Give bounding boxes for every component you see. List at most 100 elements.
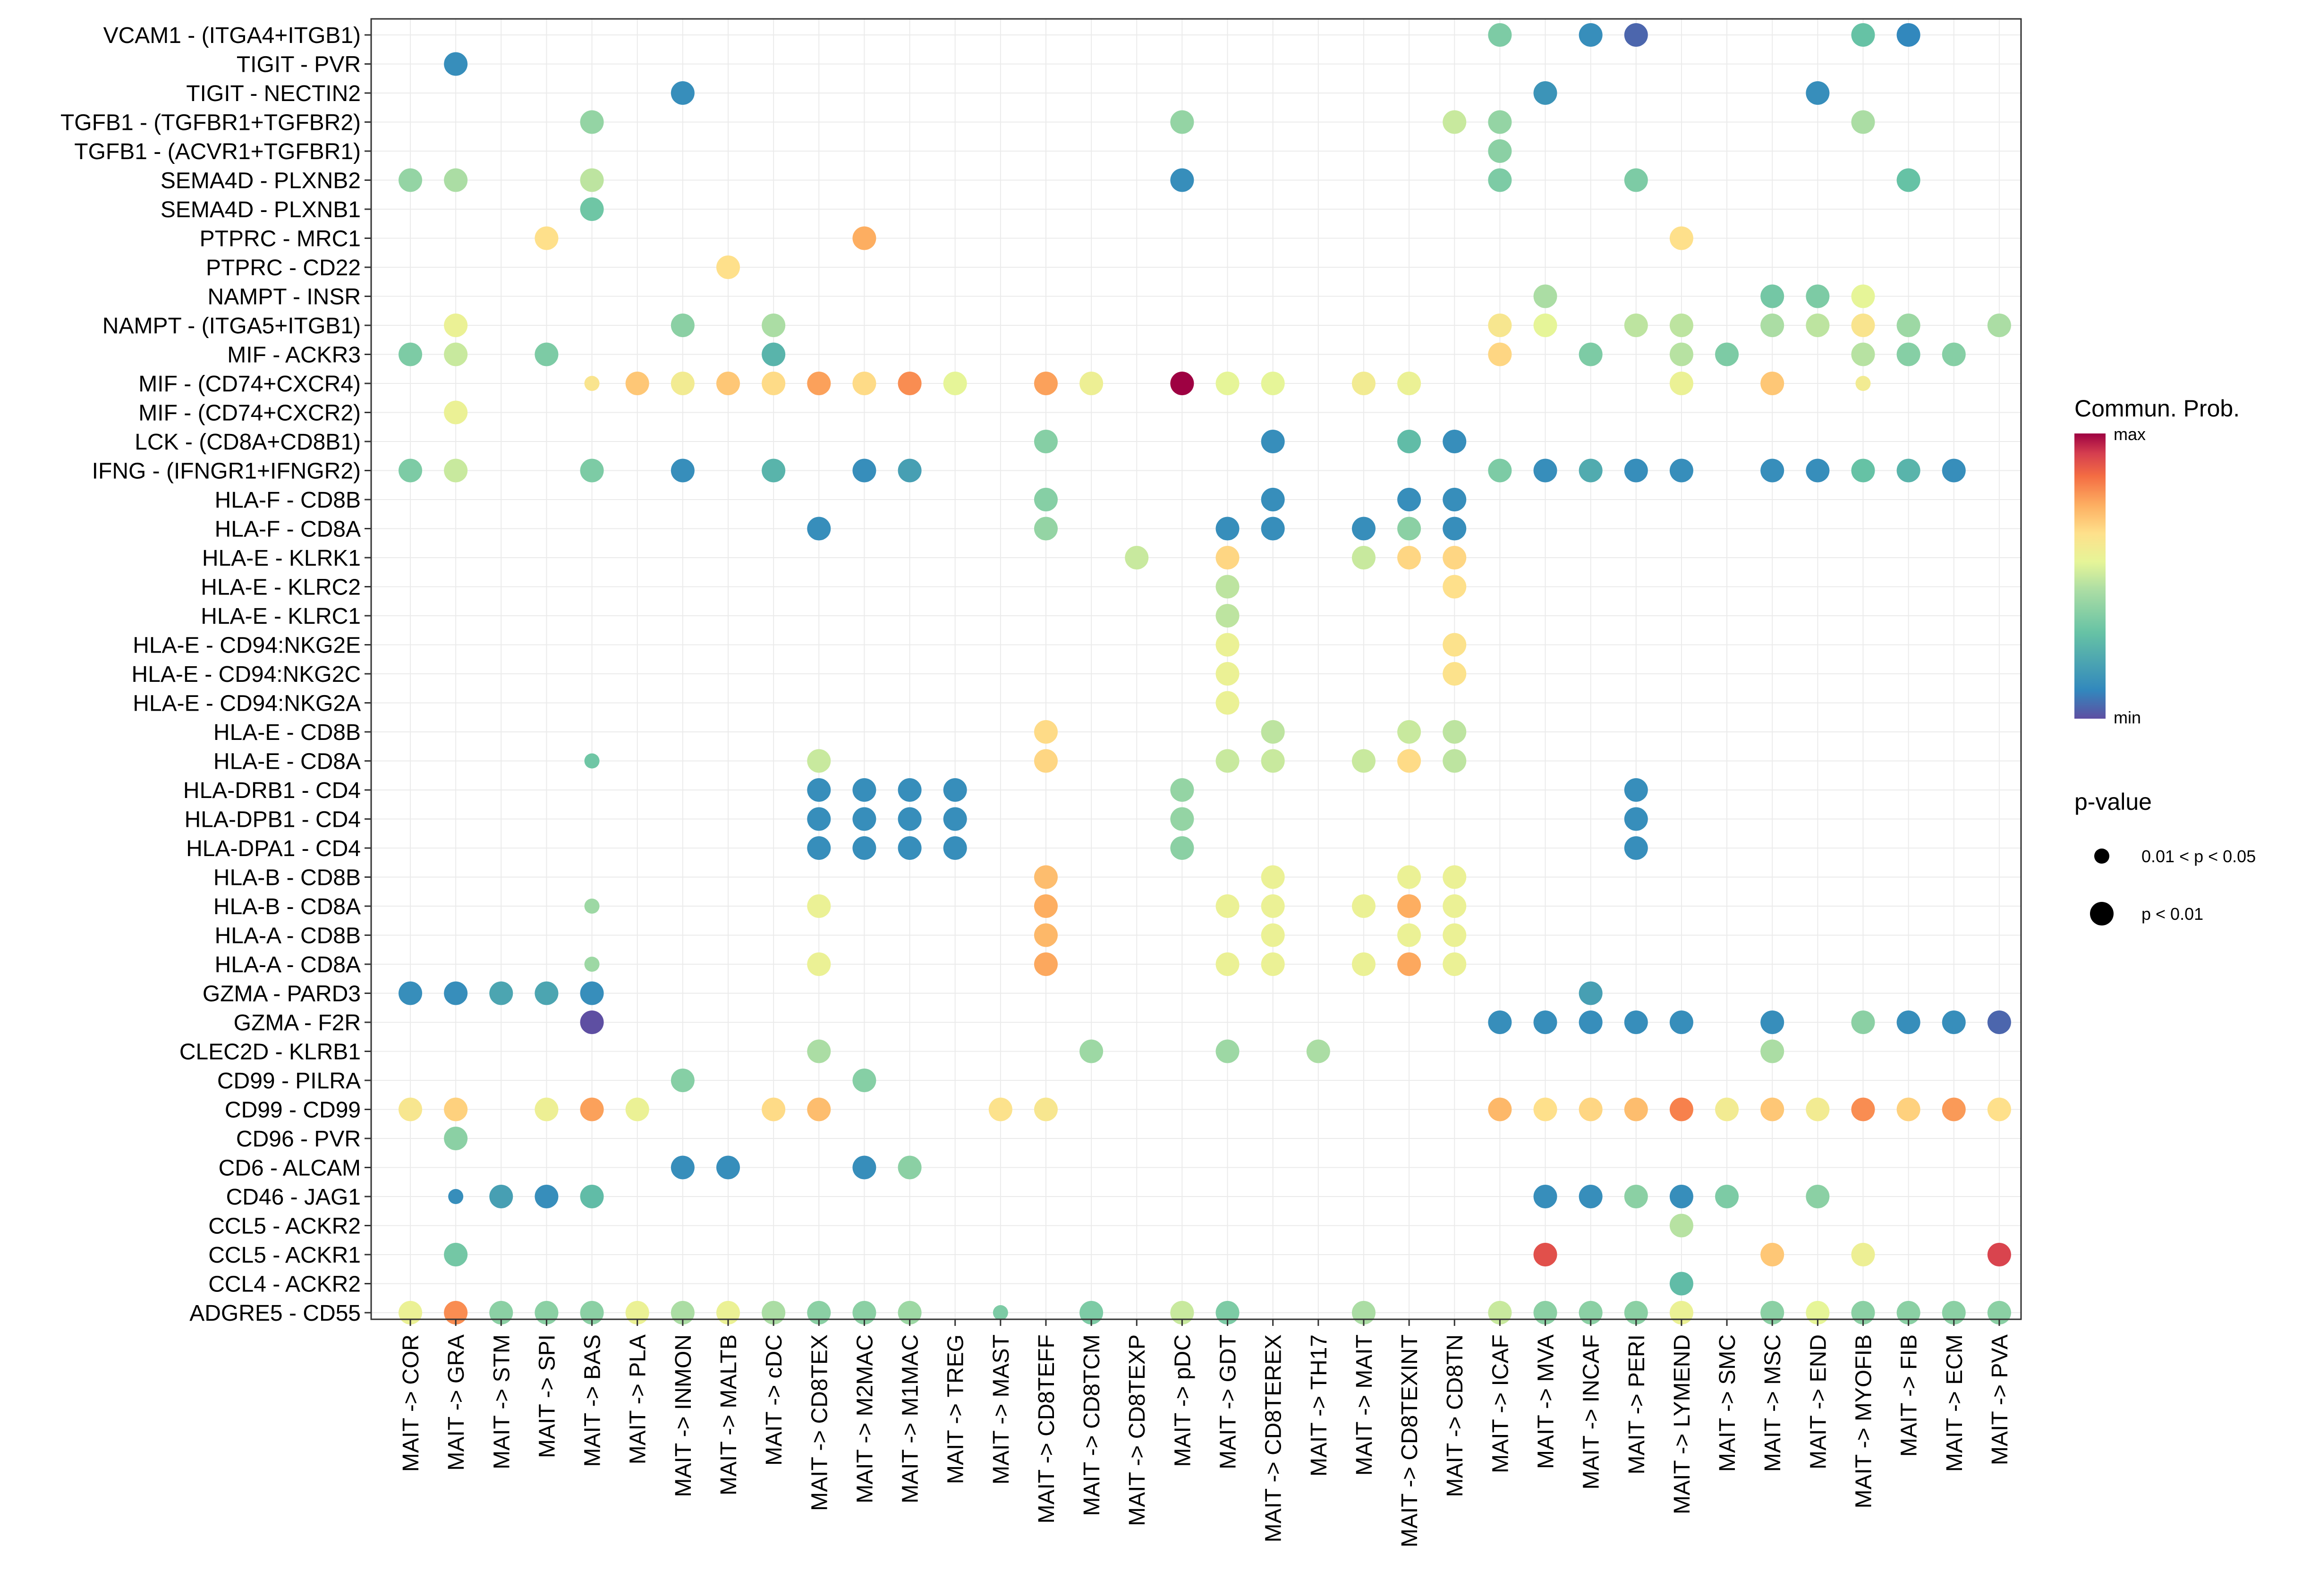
x-tick-label: MAIT -> MSC <box>1760 1334 1785 1472</box>
y-tick-label: MIF - (CD74+CXCR2) <box>138 401 361 426</box>
data-point <box>1942 1097 1966 1121</box>
data-point <box>1806 1185 1830 1208</box>
data-point <box>1806 284 1830 308</box>
data-point <box>444 458 468 483</box>
data-point <box>1851 458 1875 483</box>
data-point <box>807 517 831 541</box>
data-point <box>580 110 604 134</box>
colorbar-max-label: max <box>2114 424 2146 444</box>
data-point <box>671 372 695 395</box>
x-tick-label: MAIT -> CD8TCM <box>1079 1334 1104 1516</box>
data-point <box>1215 894 1240 918</box>
data-point <box>1488 110 1512 134</box>
data-point <box>1987 1243 2011 1266</box>
y-tick-label: HLA-B - CD8B <box>213 866 361 891</box>
data-point <box>1669 372 1693 395</box>
data-point <box>1170 778 1194 802</box>
data-point <box>1851 1010 1875 1034</box>
data-point <box>1443 952 1467 976</box>
data-point <box>535 1097 559 1121</box>
data-point <box>1669 1010 1693 1034</box>
data-point <box>1624 1185 1648 1208</box>
x-tick-label: MAIT -> CD8TEXP <box>1125 1334 1150 1526</box>
data-point <box>1806 1097 1830 1121</box>
data-point <box>1579 23 1603 47</box>
data-point <box>898 372 922 395</box>
data-point <box>1351 546 1376 569</box>
data-point <box>1079 372 1104 395</box>
x-tick-label: MAIT -> TREG <box>943 1334 968 1484</box>
y-tick-label: TGFB1 - (TGFBR1+TGFBR2) <box>60 110 361 136</box>
data-point <box>943 372 967 395</box>
data-point <box>1760 1243 1784 1266</box>
data-point <box>1488 458 1512 483</box>
y-tick-label: HLA-B - CD8A <box>213 894 361 919</box>
data-point <box>852 1155 876 1180</box>
y-tick-label: SEMA4D - PLXNB1 <box>161 197 361 222</box>
x-tick-label: MAIT -> CD8TN <box>1443 1334 1468 1497</box>
data-point <box>584 753 600 769</box>
data-point <box>993 1305 1008 1320</box>
data-point <box>444 168 468 192</box>
data-point <box>943 778 967 802</box>
data-point <box>1715 1185 1739 1208</box>
data-point <box>580 1097 604 1121</box>
x-tick-label: MAIT -> PERI <box>1624 1334 1649 1475</box>
data-point <box>1760 284 1784 308</box>
y-tick-label: HLA-E - CD94:NKG2E <box>133 633 361 658</box>
data-point <box>580 1185 604 1208</box>
data-point <box>1488 314 1512 337</box>
data-point <box>1624 1097 1648 1121</box>
data-point <box>1443 894 1467 918</box>
plot-panel-border <box>370 18 2022 1320</box>
x-tick-label: MAIT -> FIB <box>1897 1334 1922 1457</box>
data-point <box>1533 284 1557 308</box>
data-point <box>1306 1039 1330 1063</box>
x-tick-label: MAIT -> ICAF <box>1488 1334 1513 1473</box>
y-tick-label: CCL5 - ACKR1 <box>208 1243 361 1268</box>
data-point <box>1579 1097 1603 1121</box>
data-point <box>1624 168 1648 192</box>
data-point <box>1034 865 1058 889</box>
data-point <box>625 372 649 395</box>
data-point <box>1533 81 1557 105</box>
data-point <box>1034 1097 1058 1121</box>
y-tick-label: HLA-E - KLRC1 <box>201 604 361 629</box>
y-tick-label: HLA-E - CD94:NKG2A <box>133 691 361 716</box>
x-tick-label: MAIT -> SPI <box>535 1334 560 1458</box>
data-point <box>1579 458 1603 483</box>
data-point <box>671 458 695 483</box>
data-point <box>898 836 922 860</box>
x-tick-label: MAIT -> TH17 <box>1307 1334 1332 1477</box>
x-tick-label: MAIT -> END <box>1806 1334 1831 1469</box>
y-tick-label: MIF - ACKR3 <box>227 343 361 368</box>
data-point <box>1215 662 1240 686</box>
data-point <box>1987 314 2011 337</box>
data-point <box>762 314 786 337</box>
grid-lines <box>371 19 2021 1319</box>
data-point <box>1215 604 1240 628</box>
y-tick-label: CCL4 - ACKR2 <box>208 1272 361 1297</box>
data-point <box>1488 342 1512 366</box>
data-point <box>1488 1097 1512 1121</box>
data-point <box>1987 1097 2011 1121</box>
x-tick-label: MAIT -> ECM <box>1942 1334 1967 1472</box>
data-point <box>1443 633 1467 657</box>
data-point <box>1579 1185 1603 1208</box>
data-point <box>852 372 876 395</box>
data-point <box>1760 372 1784 395</box>
data-point <box>1669 1097 1693 1121</box>
data-point <box>1715 1097 1739 1121</box>
x-tick-label: MAIT -> MVA <box>1534 1334 1559 1469</box>
data-point <box>1760 314 1784 337</box>
data-point <box>1215 372 1240 395</box>
data-point <box>807 372 831 395</box>
data-point <box>1170 372 1194 395</box>
y-tick-label: PTPRC - CD22 <box>206 255 361 280</box>
data-point <box>1851 314 1875 337</box>
data-point <box>1215 691 1240 715</box>
data-point <box>1170 110 1194 134</box>
data-point <box>1125 546 1149 569</box>
y-axis-labels: VCAM1 - (ITGA4+ITGB1) TIGIT - PVR TIGIT - … <box>60 23 371 1326</box>
data-point <box>1896 314 1920 337</box>
